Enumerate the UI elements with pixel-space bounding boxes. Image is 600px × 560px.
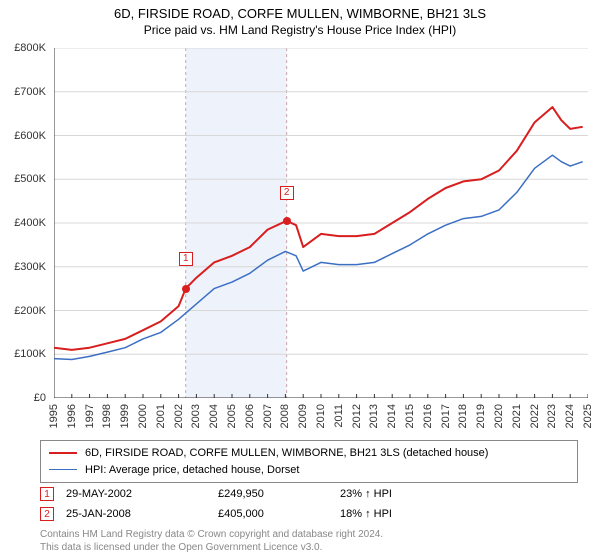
- x-tick-label: 2018: [457, 404, 469, 428]
- y-tick-label: £500K: [14, 173, 46, 185]
- y-tick-label: £600K: [14, 130, 46, 142]
- sale-pct-1: 23% ↑ HPI: [340, 488, 460, 500]
- sale-pct-2: 18% ↑ HPI: [340, 508, 460, 520]
- attribution-line-1: Contains HM Land Registry data © Crown c…: [40, 528, 560, 541]
- x-tick-label: 2019: [475, 404, 487, 428]
- title-sub: Price paid vs. HM Land Registry's House …: [0, 23, 600, 39]
- y-tick-label: £100K: [14, 348, 46, 360]
- legend-swatch-property: [49, 452, 77, 454]
- x-tick-label: 2006: [244, 404, 256, 428]
- title-block: 6D, FIRSIDE ROAD, CORFE MULLEN, WIMBORNE…: [0, 0, 600, 38]
- sale-marker-1: 1: [40, 487, 54, 501]
- sale-date-1: 29-MAY-2002: [66, 488, 206, 500]
- x-tick-label: 2014: [386, 404, 398, 428]
- y-tick-label: £400K: [14, 217, 46, 229]
- attribution-line-2: This data is licensed under the Open Gov…: [40, 541, 560, 554]
- x-tick-label: 2015: [404, 404, 416, 428]
- x-axis-labels: 1995199619971998199920002001200220032004…: [54, 400, 588, 440]
- x-tick-label: 2012: [351, 404, 363, 428]
- x-tick-label: 2001: [155, 404, 167, 428]
- x-tick-label: 2020: [493, 404, 505, 428]
- sale-dot-1: [182, 285, 190, 293]
- legend-swatch-hpi: [49, 469, 77, 470]
- x-tick-label: 2023: [546, 404, 558, 428]
- x-tick-label: 2008: [279, 404, 291, 428]
- chart-svg: [54, 48, 588, 398]
- y-tick-label: £700K: [14, 86, 46, 98]
- chart-marker-1: 1: [179, 252, 193, 266]
- x-tick-label: 2000: [137, 404, 149, 428]
- x-tick-label: 2004: [208, 404, 220, 428]
- legend-label-hpi: HPI: Average price, detached house, Dors…: [85, 462, 299, 479]
- x-tick-label: 1999: [119, 404, 131, 428]
- attribution: Contains HM Land Registry data © Crown c…: [40, 528, 560, 554]
- x-tick-label: 2025: [582, 404, 594, 428]
- y-tick-label: £0: [34, 392, 46, 404]
- sale-date-2: 25-JAN-2008: [66, 508, 206, 520]
- x-tick-label: 1997: [84, 404, 96, 428]
- sales-row-2: 2 25-JAN-2008 £405,000 18% ↑ HPI: [40, 504, 560, 524]
- x-tick-label: 2003: [190, 404, 202, 428]
- y-tick-label: £300K: [14, 261, 46, 273]
- sales-table: 1 29-MAY-2002 £249,950 23% ↑ HPI 2 25-JA…: [40, 484, 560, 524]
- sales-row-1: 1 29-MAY-2002 £249,950 23% ↑ HPI: [40, 484, 560, 504]
- legend-item-hpi: HPI: Average price, detached house, Dors…: [49, 462, 569, 479]
- title-main: 6D, FIRSIDE ROAD, CORFE MULLEN, WIMBORNE…: [0, 6, 600, 23]
- plot-area: 12: [54, 48, 588, 398]
- legend: 6D, FIRSIDE ROAD, CORFE MULLEN, WIMBORNE…: [40, 440, 578, 483]
- x-tick-label: 2007: [262, 404, 274, 428]
- x-tick-label: 2010: [315, 404, 327, 428]
- x-tick-label: 2016: [422, 404, 434, 428]
- sale-marker-2: 2: [40, 507, 54, 521]
- x-tick-label: 1995: [48, 404, 60, 428]
- x-tick-label: 2013: [368, 404, 380, 428]
- chart-figure: 6D, FIRSIDE ROAD, CORFE MULLEN, WIMBORNE…: [0, 0, 600, 560]
- x-tick-label: 2024: [564, 404, 576, 428]
- x-tick-label: 2017: [440, 404, 452, 428]
- legend-item-property: 6D, FIRSIDE ROAD, CORFE MULLEN, WIMBORNE…: [49, 445, 569, 462]
- x-tick-label: 2009: [297, 404, 309, 428]
- chart-marker-2: 2: [280, 186, 294, 200]
- sale-price-2: £405,000: [218, 508, 328, 520]
- x-tick-label: 2021: [511, 404, 523, 428]
- sale-dot-2: [283, 217, 291, 225]
- y-axis-labels: £0£100K£200K£300K£400K£500K£600K£700K£80…: [0, 48, 50, 398]
- x-tick-label: 2022: [529, 404, 541, 428]
- x-tick-label: 1998: [101, 404, 113, 428]
- legend-label-property: 6D, FIRSIDE ROAD, CORFE MULLEN, WIMBORNE…: [85, 445, 488, 462]
- y-tick-label: £200K: [14, 305, 46, 317]
- y-tick-label: £800K: [14, 42, 46, 54]
- x-tick-label: 2002: [173, 404, 185, 428]
- x-tick-label: 1996: [66, 404, 78, 428]
- sale-price-1: £249,950: [218, 488, 328, 500]
- x-tick-label: 2011: [333, 404, 345, 428]
- x-tick-label: 2005: [226, 404, 238, 428]
